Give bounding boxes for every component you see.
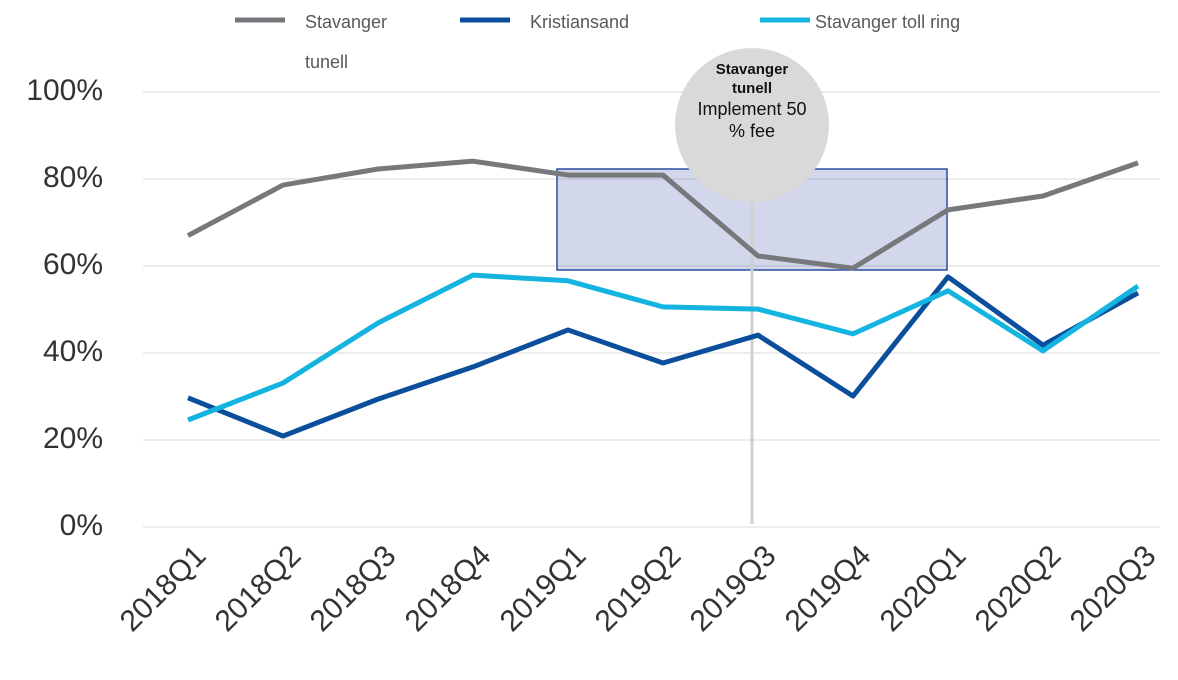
x-tick-label: 2019Q4: [779, 539, 878, 638]
series-line: [187, 272, 1140, 423]
legend-label: Kristiansand: [530, 12, 630, 32]
series-line: [187, 274, 1140, 439]
y-tick-label: 100%: [26, 74, 103, 107]
x-tick-label: 2018Q4: [399, 539, 498, 638]
x-tick-label: 2019Q2: [589, 539, 688, 638]
x-tick-label: 2018Q1: [114, 539, 213, 638]
x-tick-label: 2020Q2: [969, 539, 1068, 638]
legend-label: Stavanger toll ring: [815, 12, 961, 32]
x-tick-label: 2018Q3: [304, 539, 403, 638]
annotation-title: Stavanger tunell: [715, 61, 789, 97]
x-tick-label: 2020Q3: [1064, 539, 1163, 638]
x-tick-label: 2018Q2: [209, 539, 308, 638]
legend-label: Stavanger tunell: [305, 12, 388, 72]
y-tick-label: 80%: [43, 161, 103, 194]
y-tick-label: 20%: [43, 422, 103, 455]
annotation-text: Implement 50 % fee: [697, 99, 807, 141]
y-tick-label: 40%: [43, 335, 103, 368]
annotation-bubble: [675, 48, 829, 202]
y-tick-label: 0%: [60, 509, 103, 542]
y-tick-label: 60%: [43, 248, 103, 281]
x-tick-label: 2019Q1: [494, 539, 593, 638]
series-line: [186, 158, 1139, 271]
x-tick-label: 2019Q3: [684, 539, 783, 638]
x-tick-label: 2020Q1: [874, 539, 973, 638]
annotation: Stavanger tunell Implement 50 % fee: [697, 60, 807, 142]
